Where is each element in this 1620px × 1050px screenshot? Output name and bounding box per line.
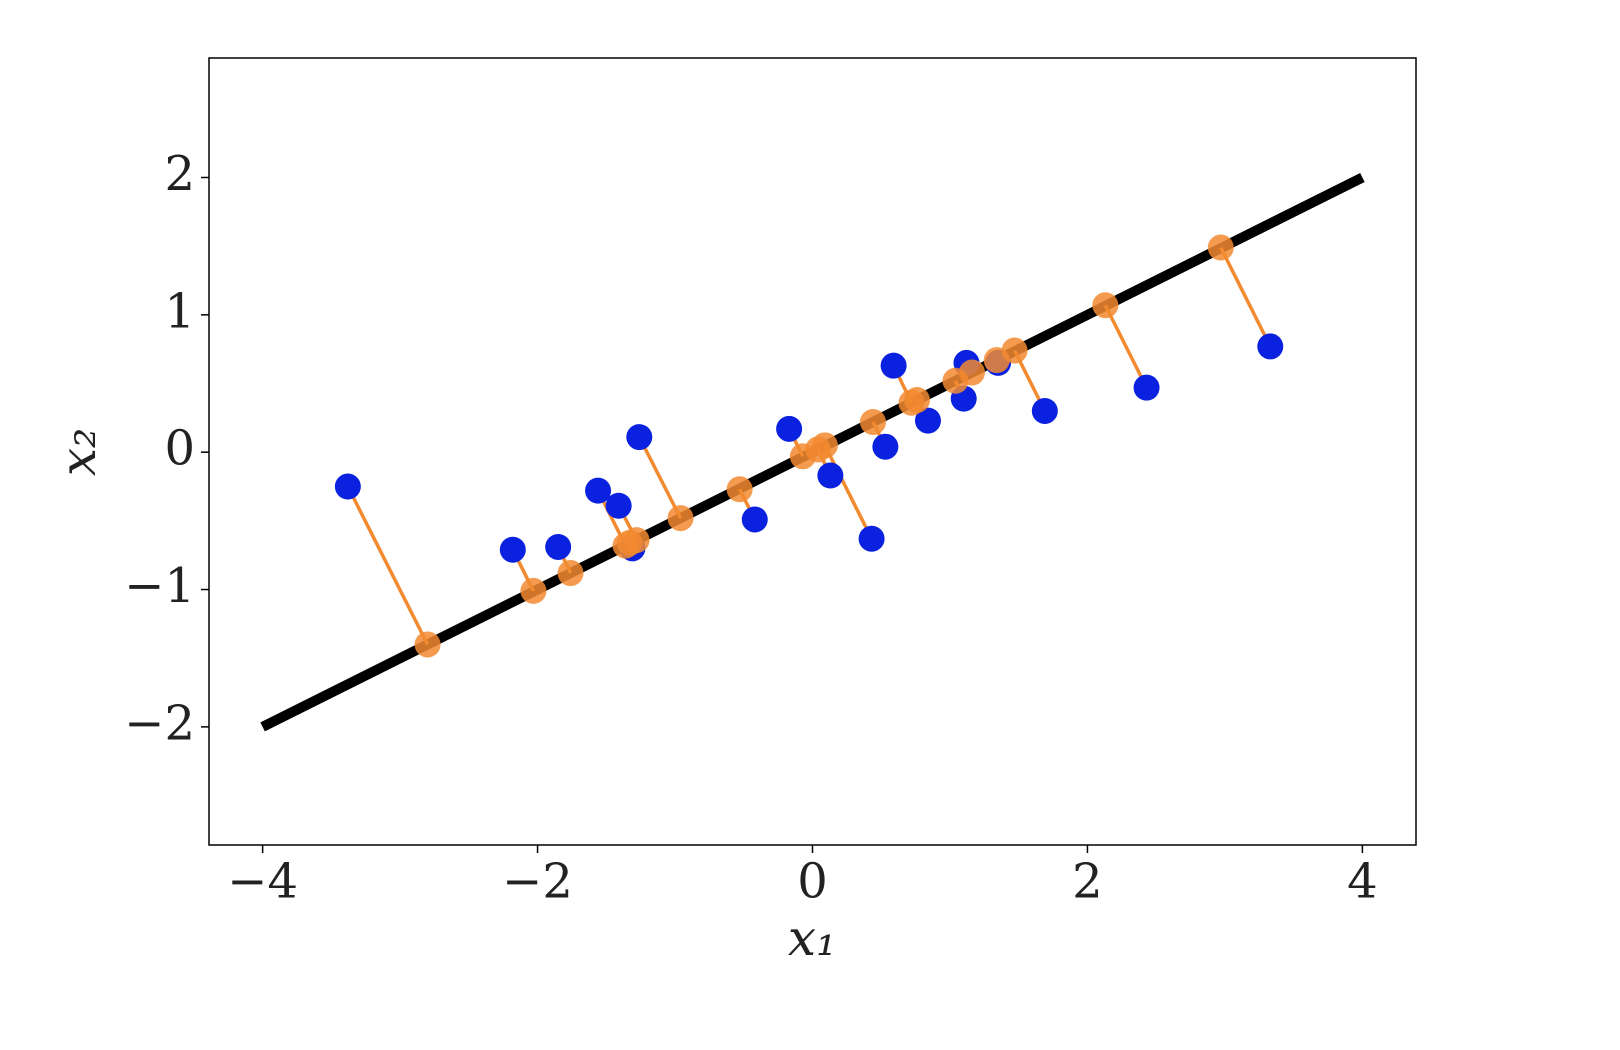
projected-point — [726, 476, 753, 503]
projected-point — [667, 505, 694, 532]
projection-segment — [346, 485, 430, 646]
projection-segment — [1103, 304, 1149, 389]
projected-point — [859, 408, 886, 435]
data-point — [545, 533, 572, 560]
data-point — [817, 462, 844, 489]
projected-point — [520, 577, 547, 604]
projected-point — [1207, 234, 1234, 261]
projected-point — [414, 631, 441, 658]
data-point — [626, 424, 653, 451]
projected-point — [1092, 292, 1119, 319]
projected-point — [616, 529, 643, 556]
y-axis-label: x₂ — [49, 428, 107, 476]
projection-segment — [823, 444, 874, 540]
projection-segment — [1219, 246, 1272, 348]
projected-point — [958, 359, 985, 386]
x-tick-label: −4 — [227, 854, 298, 910]
x-tick-label: 0 — [797, 854, 828, 910]
projection-segment — [637, 436, 683, 519]
y-tick-label: −1 — [124, 558, 195, 614]
data-point — [858, 525, 885, 552]
x-tick-label: 2 — [1072, 854, 1103, 910]
data-point — [334, 473, 361, 500]
data-point — [585, 477, 612, 504]
y-tick-label: −2 — [124, 695, 195, 751]
y-tick-label: 1 — [164, 283, 195, 339]
projected-point — [1001, 337, 1028, 364]
data-point — [499, 536, 526, 563]
data-point — [914, 407, 941, 434]
data-point — [1133, 374, 1160, 401]
data-point — [741, 506, 768, 533]
data-point — [776, 415, 803, 442]
y-tick-label: 0 — [164, 421, 195, 477]
data-point — [1031, 397, 1058, 424]
projected-point — [557, 560, 584, 587]
projected-point — [811, 432, 838, 459]
data-point — [605, 492, 632, 519]
x-axis-label: x₁ — [788, 909, 836, 967]
y-tick-label: 2 — [164, 146, 195, 202]
data-point — [872, 433, 899, 460]
data-point — [880, 352, 907, 379]
projected-point — [903, 386, 930, 413]
x-tick-label: −2 — [502, 854, 573, 910]
data-point — [1257, 333, 1284, 360]
x-tick-label: 4 — [1347, 854, 1378, 910]
